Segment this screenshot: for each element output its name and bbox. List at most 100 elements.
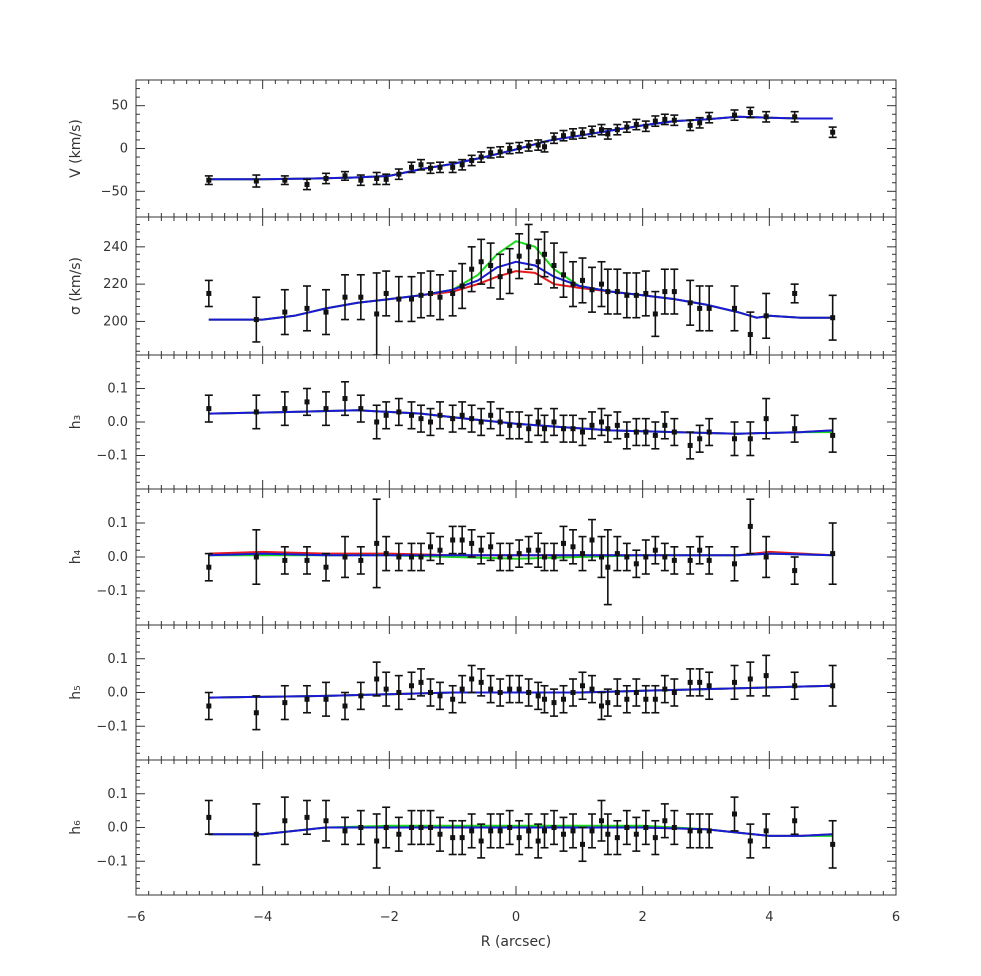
data-point — [588, 674, 596, 704]
data-marker — [747, 523, 753, 529]
data-point — [436, 535, 444, 565]
data-point — [686, 545, 695, 575]
data-point — [322, 391, 330, 427]
data-point — [603, 813, 612, 856]
y-axis-label: h₄ — [68, 549, 84, 564]
data-marker — [747, 110, 753, 116]
data-point — [622, 542, 631, 572]
data-marker — [652, 311, 658, 317]
data-point — [477, 668, 486, 697]
data-marker — [542, 426, 547, 432]
data-marker — [469, 676, 475, 682]
data-point — [705, 111, 714, 124]
data-marker — [580, 277, 585, 283]
data-marker — [687, 679, 693, 685]
data-marker — [469, 266, 475, 272]
data-marker — [409, 825, 414, 830]
data-marker — [358, 693, 364, 699]
panel-frame — [135, 354, 897, 490]
data-point — [603, 528, 612, 606]
data-point — [505, 542, 514, 572]
data-point — [746, 311, 755, 355]
data-point — [613, 819, 622, 856]
data-point — [372, 272, 381, 355]
data-point — [322, 681, 330, 717]
y-tick-label: 0.1 — [107, 652, 128, 667]
model-line-blue — [208, 115, 833, 181]
data-marker — [535, 259, 541, 265]
data-marker — [542, 251, 547, 257]
data-marker — [697, 120, 703, 126]
data-marker — [706, 429, 712, 435]
data-point — [496, 678, 505, 707]
x-tick-label: −6 — [126, 910, 145, 925]
y-axis-label: h₆ — [68, 820, 84, 835]
data-marker — [570, 690, 576, 695]
data-marker — [830, 551, 836, 557]
data-marker — [428, 165, 433, 171]
data-marker — [570, 281, 576, 287]
data-point — [746, 106, 755, 119]
data-marker — [535, 419, 541, 425]
data-marker — [323, 406, 329, 412]
data-point — [828, 294, 837, 341]
data-marker — [732, 561, 737, 567]
data-marker — [551, 135, 557, 141]
data-point — [613, 411, 622, 440]
data-marker — [706, 305, 712, 311]
data-point — [559, 816, 568, 852]
data-point — [828, 126, 837, 139]
data-point — [790, 556, 799, 586]
data-point — [372, 661, 381, 697]
data-point — [632, 549, 641, 579]
data-point — [686, 813, 695, 849]
data-point — [569, 128, 577, 140]
data-marker — [605, 700, 611, 706]
data-marker — [697, 436, 703, 442]
model-line-blue — [208, 260, 833, 321]
data-marker — [516, 551, 522, 557]
data-marker — [374, 311, 380, 317]
data-point — [613, 535, 622, 572]
data-point — [686, 119, 695, 132]
data-point — [341, 380, 349, 417]
data-marker — [643, 290, 649, 296]
data-marker — [304, 557, 310, 563]
data-point — [603, 688, 612, 717]
data-marker — [763, 114, 769, 120]
y-axis-label: σ (km/s) — [68, 257, 84, 315]
x-tick-label: −2 — [380, 910, 399, 925]
data-point — [448, 819, 457, 856]
data-marker — [437, 164, 443, 170]
data-marker — [706, 683, 712, 689]
data-point — [828, 819, 837, 869]
data-point — [436, 681, 444, 711]
data-point — [559, 129, 568, 142]
data-point — [486, 401, 495, 430]
data-point — [394, 397, 403, 427]
data-point — [559, 684, 568, 714]
data-point — [436, 161, 444, 174]
data-marker — [323, 564, 329, 570]
data-point — [372, 813, 381, 869]
data-point — [356, 681, 365, 711]
data-point — [569, 414, 577, 443]
x-tick-label: 4 — [765, 910, 773, 925]
data-marker — [570, 131, 576, 137]
data-point — [496, 813, 505, 849]
data-marker — [687, 122, 693, 128]
data-marker — [633, 690, 639, 695]
data-point — [341, 535, 349, 579]
data-point — [705, 671, 714, 701]
data-point — [632, 417, 641, 447]
data-point — [534, 681, 543, 711]
data-point — [524, 813, 533, 849]
data-marker — [478, 547, 484, 553]
data-point — [670, 678, 679, 707]
data-point — [467, 246, 476, 293]
data-marker — [507, 422, 513, 428]
data-marker — [687, 828, 693, 834]
data-point — [588, 411, 596, 440]
y-tick-label: −0.1 — [96, 719, 128, 734]
